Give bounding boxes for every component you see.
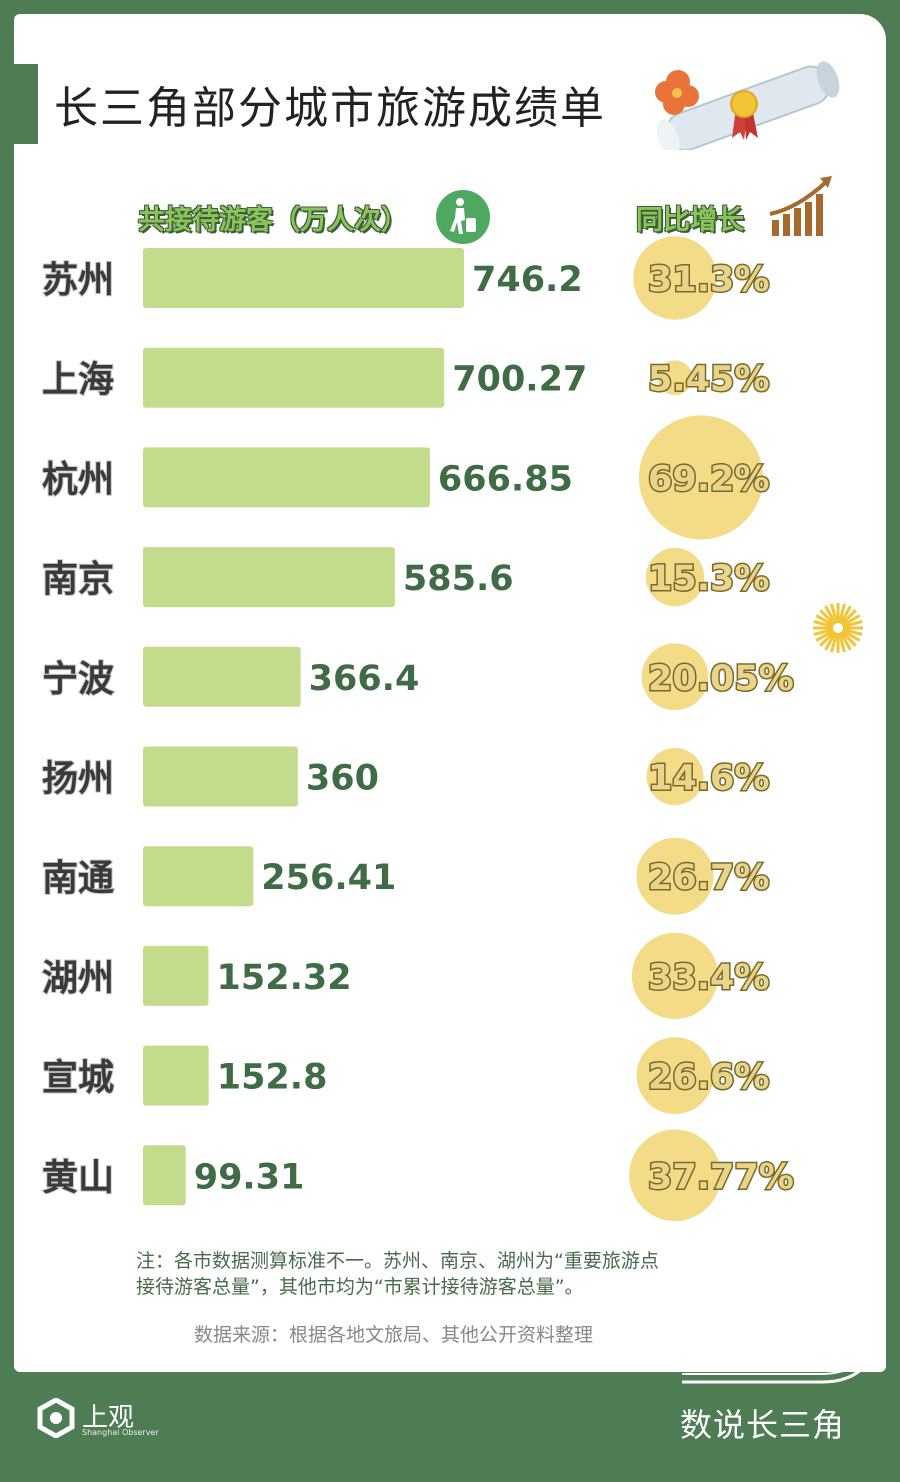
visitor-bar <box>143 1145 186 1206</box>
city-label: 南通 <box>42 858 114 899</box>
visitor-bar <box>143 945 209 1006</box>
city-label: 上海 <box>42 360 114 401</box>
growth-label: 37.77% <box>648 1157 794 1197</box>
growth-bubble <box>633 236 717 320</box>
visitor-bar <box>143 646 301 707</box>
growth-label: 26.7% <box>648 858 769 898</box>
title-accent-band <box>14 64 38 144</box>
growth-bubble <box>657 360 693 396</box>
visitor-bar <box>143 547 395 608</box>
growth-bubble <box>641 643 709 711</box>
growth-label: 5.45% <box>648 360 769 400</box>
growth-label: 14.6% <box>648 759 769 799</box>
growth-chart-icon <box>769 176 832 236</box>
growth-bubble <box>645 547 705 607</box>
visitor-value-label: 366.4 <box>309 659 420 699</box>
growth-label: 15.3% <box>648 559 769 599</box>
growth-bubble <box>636 1037 714 1114</box>
growth-label: 31.3% <box>648 260 769 300</box>
city-label: 杭州 <box>42 458 114 500</box>
brand-name: 数说长三角 <box>680 1406 846 1444</box>
growth-bubble <box>646 748 704 805</box>
visitor-bar <box>143 347 445 408</box>
growth-label: 20.05% <box>648 659 794 699</box>
growth-bubble <box>639 415 763 540</box>
visitor-value-label: 99.31 <box>194 1157 305 1197</box>
city-label: 湖州 <box>42 958 114 999</box>
city-label: 苏州 <box>42 260 114 301</box>
city-label: 宣城 <box>42 1058 114 1099</box>
city-label: 宁波 <box>42 659 114 700</box>
growth-bubble <box>636 837 714 915</box>
footnote-line-1: 注：各市数据测算标准不一。苏州、南京、湖州为“重要旅游点 <box>136 1250 659 1272</box>
visitor-bar <box>143 846 254 907</box>
visitor-value-label: 256.41 <box>261 858 396 898</box>
growth-label: 33.4% <box>648 958 769 998</box>
visitor-value-label: 666.85 <box>438 459 573 499</box>
city-label: 扬州 <box>42 759 114 800</box>
visitors-header: 共接待游客（万人次） <box>138 205 408 236</box>
visitor-bar <box>143 248 464 308</box>
growth-label: 26.6% <box>648 1058 769 1098</box>
page-title: 长三角部分城市旅游成绩单 <box>54 83 606 134</box>
sunburst-decoration-icon <box>813 603 863 653</box>
corner-stripe-decoration <box>682 1319 884 1384</box>
growth-bubble <box>629 1129 721 1222</box>
tourism-chart: 苏州 746.2 31.3% 上海 700.27 5.45% 杭州 666.85 69.2% 南京… <box>41 236 795 1222</box>
growth-header: 同比增长 <box>636 205 744 236</box>
city-label: 黄山 <box>42 1157 114 1198</box>
visitor-value-label: 585.6 <box>403 559 514 599</box>
growth-label: 69.2% <box>648 459 769 499</box>
data-source: 数据来源：根据各地文旅局、其他公开资料整理 <box>194 1324 594 1346</box>
visitor-bar <box>143 447 430 508</box>
visitor-value-label: 700.27 <box>452 360 587 400</box>
visitor-value-label: 360 <box>306 759 379 799</box>
visitor-value-label: 152.32 <box>217 958 352 998</box>
certificate-scroll-icon <box>655 61 840 150</box>
footnote-line-2: 接待游客总量”，其他市均为“市累计接待游客总量”。 <box>136 1276 584 1298</box>
city-label: 南京 <box>42 558 114 600</box>
logo-subtitle: Shanghai Observer <box>82 1428 159 1437</box>
traveler-icon <box>436 190 490 244</box>
visitor-value-label: 152.8 <box>217 1058 328 1098</box>
visitor-bar <box>143 746 298 807</box>
visitor-bar <box>143 1045 209 1106</box>
footnote: 注：各市数据测算标准不一。苏州、南京、湖州为“重要旅游点 接待游客总量”，其他市… <box>136 1248 659 1300</box>
growth-bubble <box>631 932 719 1020</box>
logo-name: 上观 <box>82 1403 135 1433</box>
visitor-value-label: 746.2 <box>472 260 583 300</box>
shanghai-observer-logo-icon <box>37 1398 75 1438</box>
